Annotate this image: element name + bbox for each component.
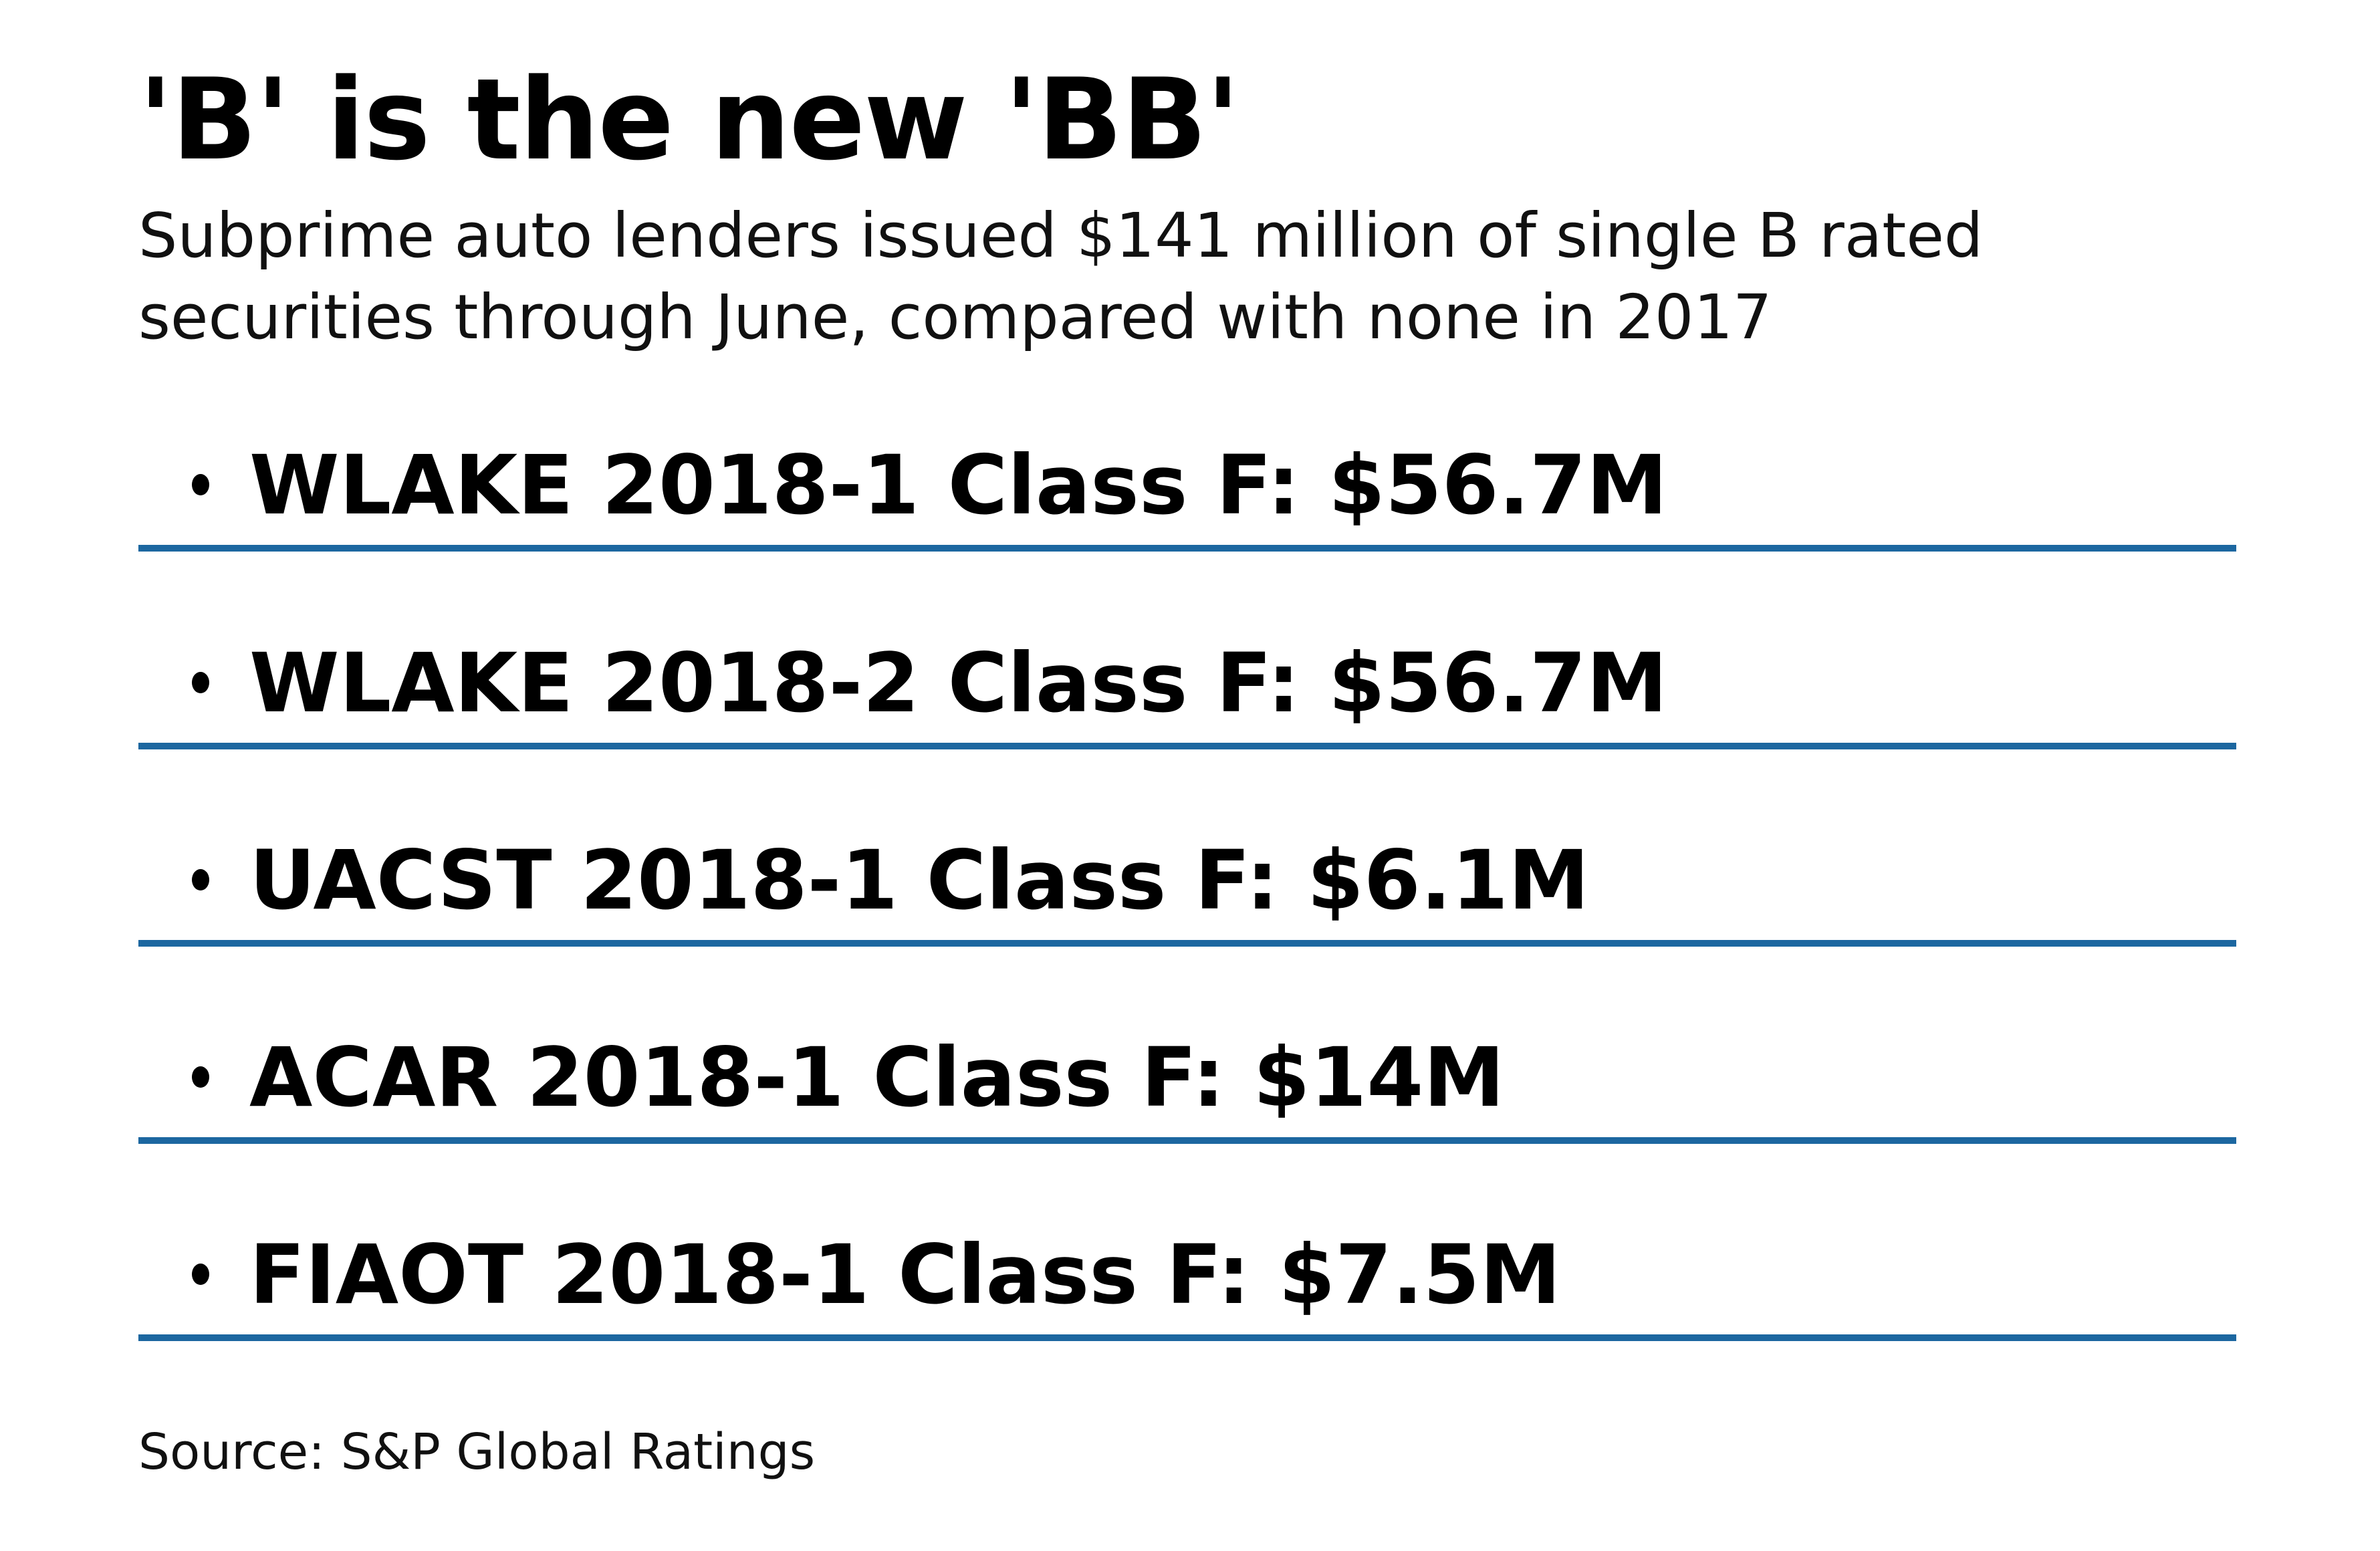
item-label: WLAKE 2018-2 Class F: $56.7M <box>249 636 1668 731</box>
list-item: ACAR 2018-1 Class F: $14M <box>138 947 2236 1144</box>
divider <box>138 743 2236 749</box>
item-label: ACAR 2018-1 Class F: $14M <box>249 1030 1505 1125</box>
divider <box>138 1334 2236 1341</box>
item-label: UACST 2018-1 Class F: $6.1M <box>249 833 1590 928</box>
page-title: 'B' is the new 'BB' <box>138 54 1240 185</box>
divider <box>138 940 2236 947</box>
list-item: WLAKE 2018-2 Class F: $56.7M <box>138 552 2236 749</box>
source-note: Source: S&P Global Ratings <box>138 1423 816 1481</box>
divider <box>138 545 2236 552</box>
item-label: WLAKE 2018-1 Class F: $56.7M <box>249 438 1668 533</box>
subtitle: Subprime auto lenders issued $141 millio… <box>138 200 1984 353</box>
item-label: FIAOT 2018-1 Class F: $7.5M <box>249 1227 1561 1322</box>
list-item: FIAOT 2018-1 Class F: $7.5M <box>138 1144 2236 1341</box>
bullet-icon <box>192 1066 209 1088</box>
bullet-icon <box>192 1263 209 1285</box>
bullet-icon <box>192 671 209 693</box>
list-item: UACST 2018-1 Class F: $6.1M <box>138 749 2236 947</box>
list-item: WLAKE 2018-1 Class F: $56.7M <box>138 354 2236 552</box>
divider <box>138 1137 2236 1144</box>
bullet-icon <box>192 473 209 495</box>
bullet-icon <box>192 868 209 890</box>
